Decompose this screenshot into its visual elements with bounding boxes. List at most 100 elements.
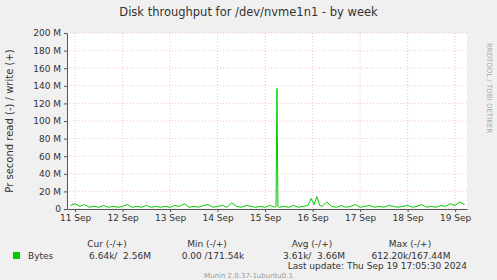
x-tick-label: 18 Sep: [392, 213, 424, 223]
y-axis-line: [67, 34, 68, 210]
y-tick: 20 M: [39, 187, 67, 197]
y-tick-mark: [64, 139, 67, 140]
y-tick-mark: [64, 209, 67, 210]
grid-line-x: [75, 33, 76, 209]
x-tick-mark: [218, 209, 219, 212]
x-axis-line: [68, 209, 468, 210]
x-tick: 19 Sep: [440, 209, 472, 223]
grid-line-y: [67, 138, 467, 139]
y-tick-mark: [64, 191, 67, 192]
x-tick-mark: [75, 209, 76, 212]
y-tick-mark: [64, 68, 67, 69]
x-tick-mark: [408, 209, 409, 212]
grid-line-x: [217, 33, 218, 209]
y-tick-label: 60 M: [39, 152, 61, 162]
y-tick: 80 M: [39, 134, 67, 144]
y-tick: 160 M: [33, 64, 67, 74]
y-tick: 180 M: [33, 46, 67, 56]
stats-header: Avg (-/+): [292, 239, 332, 249]
grid-line-y: [67, 33, 467, 34]
y-tick-label: 100 M: [33, 116, 61, 126]
grid-line-y: [67, 191, 467, 192]
y-tick: 40 M: [39, 169, 67, 179]
y-tick-label: 200 M: [33, 28, 61, 38]
y-axis-title: Pr second read (-) / write (+): [4, 49, 15, 192]
y-tick: 100 M: [33, 116, 67, 126]
x-tick-mark: [123, 209, 124, 212]
x-tick-mark: [313, 209, 314, 212]
grid-line-x: [265, 33, 266, 209]
y-tick: 120 M: [33, 99, 67, 109]
series-line: [70, 88, 464, 207]
y-axis: 020 M40 M60 M80 M100 M120 M140 M160 M180…: [33, 28, 67, 214]
y-tick-mark: [64, 174, 67, 175]
stats-header: Cur (-/+): [87, 239, 126, 249]
x-tick-label: 13 Sep: [155, 213, 187, 223]
x-tick: 16 Sep: [297, 209, 329, 223]
stats-value: 6.64k/ 2.56M: [89, 251, 151, 261]
chart-svg: 020 M40 M60 M80 M100 M120 M140 M160 M180…: [0, 0, 497, 280]
last-update: Last update: Thu Sep 19 17:05:30 2024: [288, 261, 468, 271]
grid-line-y: [67, 173, 467, 174]
grid-line-x: [455, 33, 456, 209]
x-tick: 13 Sep: [155, 209, 187, 223]
chart-container: 020 M40 M60 M80 M100 M120 M140 M160 M180…: [0, 0, 497, 280]
y-tick-label: 180 M: [33, 46, 61, 56]
y-tick-label: 140 M: [33, 81, 61, 91]
footer: Munin 2.0.37-1ubuntu0.1: [204, 272, 293, 280]
background: [0, 0, 497, 280]
stats-value: 3.61k/ 3.66M: [283, 251, 345, 261]
y-tick-label: 160 M: [33, 64, 61, 74]
y-tick-label: 40 M: [39, 169, 61, 179]
legend-label: Bytes: [28, 251, 54, 261]
plot-area: [67, 33, 467, 209]
title: Disk throughput for /dev/nvme1n1 - by we…: [119, 5, 378, 19]
grid-line-x: [360, 33, 361, 209]
grid-line-x: [122, 33, 123, 209]
x-tick: 14 Sep: [202, 209, 234, 223]
y-tick-label: 120 M: [33, 99, 61, 109]
x-tick: 17 Sep: [345, 209, 377, 223]
x-tick-label: 14 Sep: [202, 213, 234, 223]
grid-line-x: [312, 33, 313, 209]
legend: Cur (-/+) Min (-/+) Avg (-/+) Max (-/+) Byte…: [13, 239, 451, 261]
grid-line-y: [67, 68, 467, 69]
y-tick-label: 20 M: [39, 187, 61, 197]
x-tick-label: 17 Sep: [345, 213, 377, 223]
x-tick-label: 12 Sep: [107, 213, 139, 223]
y-tick: 200 M: [33, 28, 67, 38]
grid-line-y: [67, 50, 467, 51]
grid-line-x: [407, 33, 408, 209]
x-tick: 11 Sep: [60, 209, 92, 223]
x-tick-label: 19 Sep: [440, 213, 472, 223]
y-tick-mark: [64, 86, 67, 87]
x-axis: 11 Sep 12 Sep 13 Sep 14 Sep 15 Sep 16 Sep 17 S…: [60, 209, 472, 223]
y-tick-mark: [64, 156, 67, 157]
grid-line-y: [67, 156, 467, 157]
grid: [67, 33, 467, 209]
grid-line-x: [170, 33, 171, 209]
x-tick-mark: [360, 209, 361, 212]
stats-header: Min (-/+): [187, 239, 227, 249]
y-tick-mark: [64, 51, 67, 52]
stats-value: 612.20k/167.44M: [372, 251, 451, 261]
y-tick-mark: [64, 103, 67, 104]
watermark: RRDTOOL / TOBI OETIKER: [485, 43, 493, 133]
grid-line-y: [67, 121, 467, 122]
stats-header: Max (-/+): [389, 239, 431, 249]
x-tick-mark: [170, 209, 171, 212]
y-tick-mark: [64, 33, 67, 34]
x-tick-label: 15 Sep: [250, 213, 282, 223]
series-group: [70, 88, 464, 207]
x-tick-label: 11 Sep: [60, 213, 92, 223]
grid-line-y: [67, 209, 467, 210]
x-tick: 18 Sep: [392, 209, 424, 223]
x-tick-label: 16 Sep: [297, 213, 329, 223]
legend-swatch: [13, 252, 20, 259]
grid-line-y: [67, 103, 467, 104]
x-tick-mark: [265, 209, 266, 212]
x-tick-mark: [455, 209, 456, 212]
y-tick: 140 M: [33, 81, 67, 91]
y-tick-mark: [64, 121, 67, 122]
stats-value: 0.00 /171.54k: [182, 251, 245, 261]
